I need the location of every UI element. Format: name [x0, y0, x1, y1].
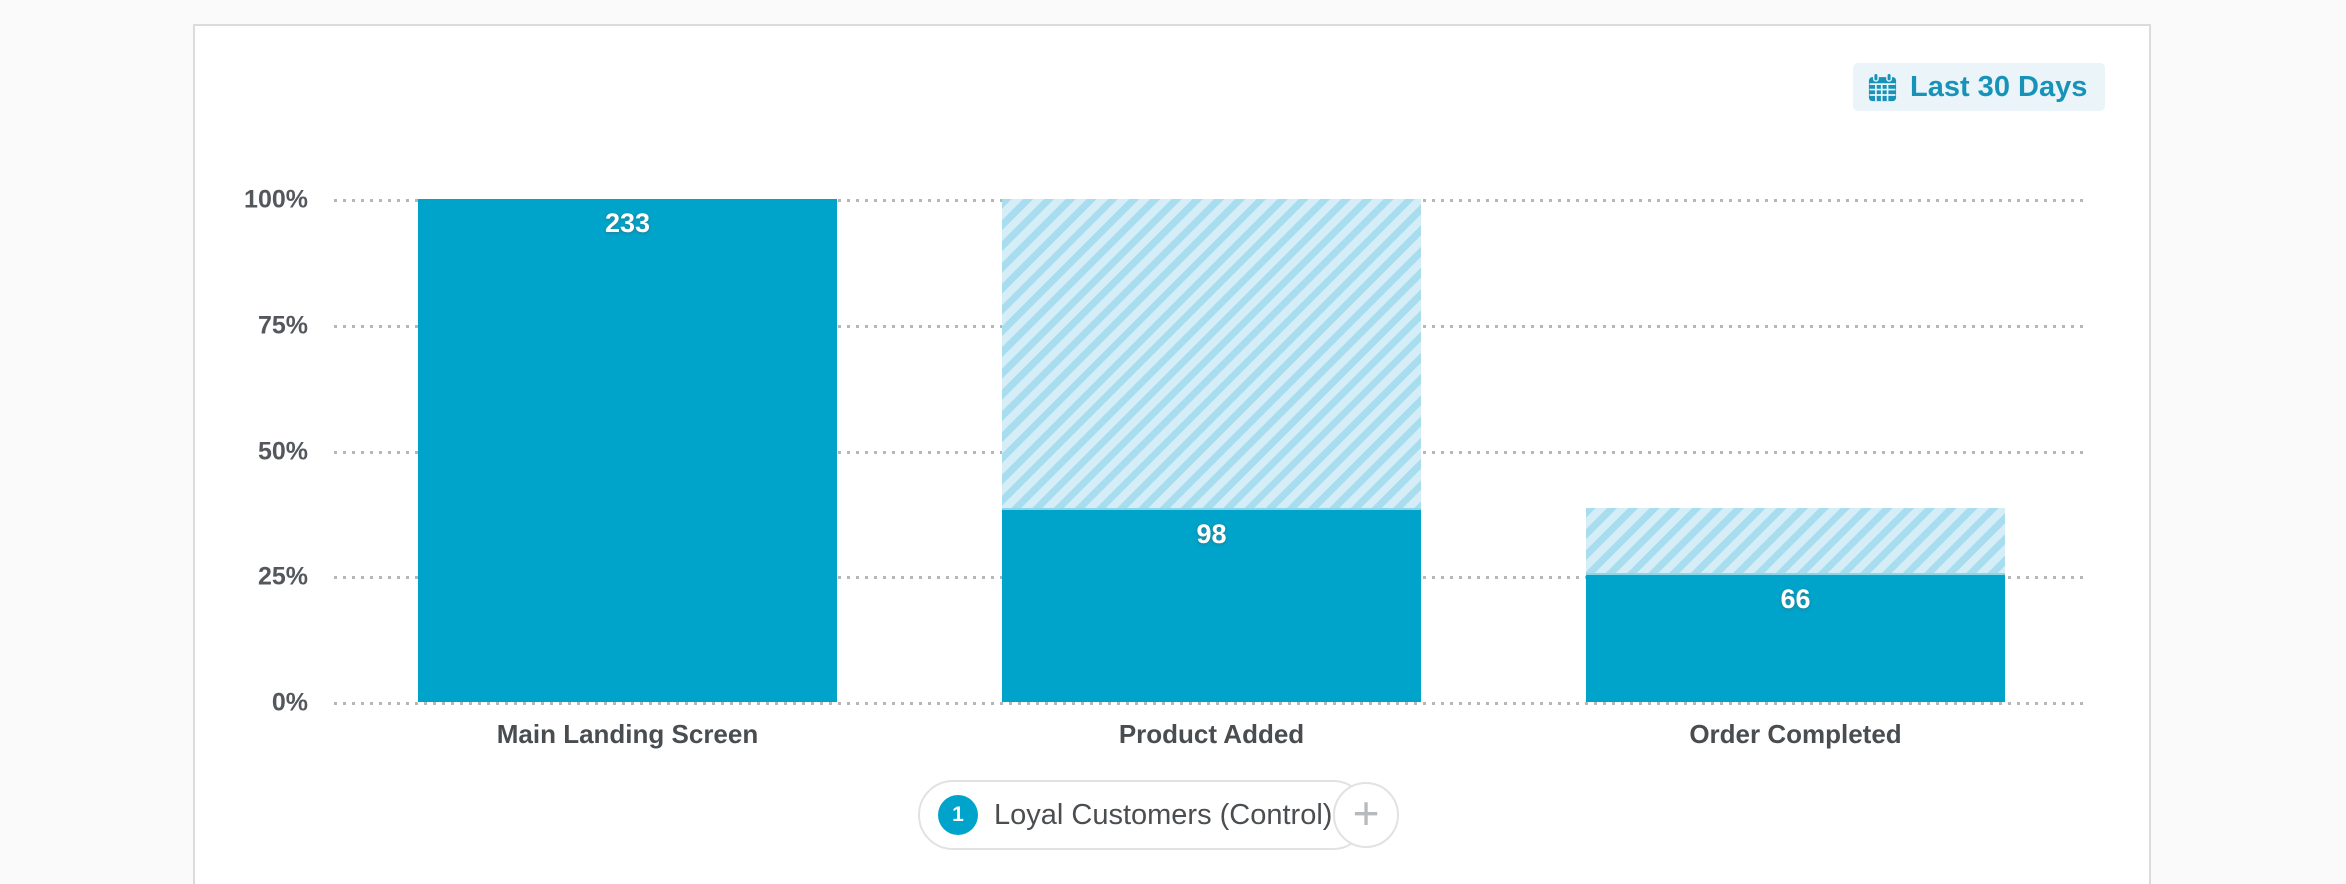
- funnel-bar-1[interactable]: 233: [418, 199, 837, 702]
- date-range-label: Last 30 Days: [1910, 70, 2088, 103]
- x-axis-label-2: Product Added: [1118, 719, 1305, 749]
- segment-number-badge: 1: [938, 795, 978, 835]
- funnel-bar-2[interactable]: 98: [1002, 199, 1421, 702]
- add-segment-button[interactable]: +: [1333, 782, 1399, 848]
- gridline-0: [334, 702, 2086, 705]
- converted-segment-1[interactable]: 233: [418, 199, 837, 702]
- y-axis-tick-0: 0%: [271, 688, 308, 717]
- bar-value-label: 98: [1196, 519, 1227, 550]
- x-axis-label-3: Order Completed: [1689, 719, 1902, 749]
- y-axis-tick-25: 25%: [257, 562, 308, 591]
- drop-off-segment-2[interactable]: [1002, 199, 1421, 509]
- date-range-button[interactable]: Last 30 Days: [1853, 63, 2106, 111]
- y-axis-tick-75: 75%: [257, 311, 308, 340]
- y-axis-tick-50: 50%: [257, 437, 308, 465]
- bar-value-label: 233: [604, 208, 651, 238]
- drop-off-segment-3[interactable]: [1586, 508, 2005, 573]
- legend-item-label: Loyal Customers (Control): [994, 798, 1333, 831]
- x-axis-label-1: Main Landing Screen: [496, 719, 759, 749]
- legend-item-loyal-customers-control[interactable]: 1 Loyal Customers (Control): [918, 780, 1369, 850]
- y-axis-tick-100: 100%: [244, 185, 308, 214]
- converted-segment-2[interactable]: 98: [1002, 508, 1421, 702]
- plus-icon: +: [1352, 787, 1380, 839]
- funnel-bar-3[interactable]: 66: [1586, 508, 2005, 702]
- converted-segment-3[interactable]: 66: [1586, 572, 2005, 702]
- calendar-icon: [1867, 72, 1898, 103]
- funnel-chart: 100% 75% 50% 25% 0% 233 Main Landing Screen 98 P…: [244, 186, 2086, 749]
- funnel-chart-card: Last 30 Days 100% 75% 50% 25% 0% 233 Main Land…: [193, 24, 2151, 884]
- bar-value-label: 66: [1780, 583, 1811, 614]
